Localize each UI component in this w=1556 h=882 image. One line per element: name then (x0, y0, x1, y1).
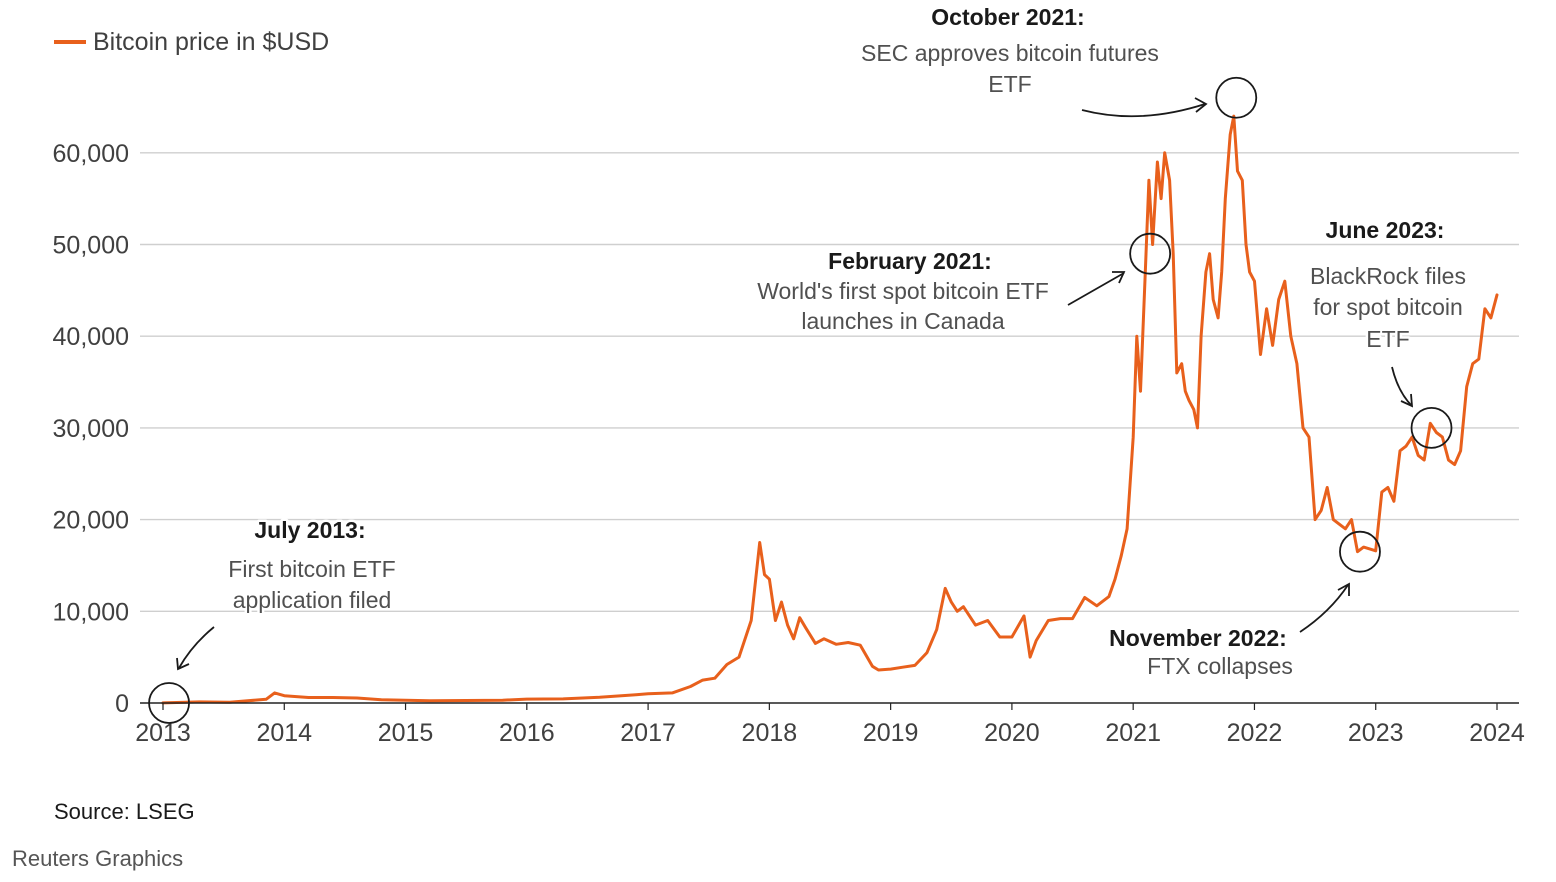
annotation-title: February 2021: (828, 248, 992, 274)
credit-note: Reuters Graphics (12, 846, 183, 871)
arrowhead-icon (1112, 271, 1126, 284)
series-layer (161, 114, 1499, 705)
y-axis-ticks: 0 10,000 20,000 30,000 40,000 50,000 60,000 (53, 140, 129, 718)
x-tick-label: 2013 (135, 719, 191, 747)
annotation-circle (1410, 406, 1453, 449)
annotation-arrow (1081, 103, 1206, 118)
x-axis-ticks: 2013 2014 2015 2016 2017 2018 2019 2020 2021 2022… (135, 703, 1525, 747)
series-line (161, 114, 1499, 705)
annotation-november-2022: November 2022: FTX collapses (1107, 582, 1350, 682)
legend: Bitcoin price in $USD (54, 28, 329, 56)
annotation-text-line: SEC approves bitcoin futures (861, 40, 1159, 66)
y-tick-label: 30,000 (53, 415, 129, 443)
x-tick-label: 2022 (1227, 719, 1283, 747)
annotation-arrow (1299, 584, 1349, 633)
annotation-title: November 2022: (1109, 625, 1287, 651)
annotation-text-line: First bitcoin ETF (228, 556, 395, 582)
annotation-june-2023: June 2023: BlackRock files for spot bitc… (1308, 217, 1468, 408)
annotation-circle (1129, 232, 1172, 275)
annotation-text-line: ETF (1366, 326, 1409, 352)
annotation-arrow (178, 626, 215, 669)
x-tick-label: 2020 (984, 719, 1040, 747)
annotation-text-line: FTX collapses (1147, 653, 1293, 679)
y-tick-label: 50,000 (53, 232, 129, 260)
annotation-text-line: World's first spot bitcoin ETF (757, 278, 1049, 304)
arrowhead-icon (176, 657, 190, 671)
annotation-title: July 2013: (254, 517, 365, 543)
legend-label: Bitcoin price in $USD (93, 28, 329, 56)
arrowhead-icon (1400, 393, 1414, 408)
annotation-arrow (1067, 272, 1125, 306)
annotation-october-2021: October 2021: SEC approves bitcoin futur… (861, 4, 1208, 118)
gridlines (140, 152, 1519, 612)
y-tick-label: 40,000 (53, 323, 129, 351)
annotation-text-line: BlackRock files (1310, 263, 1466, 289)
annotations: July 2013: First bitcoin ETF application… (148, 4, 1468, 724)
x-tick-label: 2021 (1105, 719, 1161, 747)
annotation-circle (1215, 76, 1258, 119)
annotation-text-line: application filed (233, 587, 392, 613)
x-tick-label: 2014 (256, 719, 312, 747)
x-tick-label: 2019 (863, 719, 919, 747)
annotation-title: October 2021: (931, 4, 1084, 30)
annotation-circle (1339, 530, 1381, 573)
y-tick-label: 0 (115, 690, 129, 718)
x-tick-label: 2024 (1469, 719, 1525, 747)
y-tick-label: 10,000 (53, 598, 129, 626)
annotation-circles (148, 76, 1453, 724)
annotation-july-2013: July 2013: First bitcoin ETF application… (176, 515, 398, 671)
annotation-arrow (1391, 366, 1413, 407)
x-tick-label: 2018 (742, 719, 798, 747)
annotation-text-line: for spot bitcoin (1313, 294, 1463, 320)
x-tick-label: 2016 (499, 719, 555, 747)
x-tick-label: 2023 (1348, 719, 1404, 747)
y-tick-label: 20,000 (53, 507, 129, 535)
x-tick-label: 2015 (378, 719, 434, 747)
annotation-text-line: ETF (988, 71, 1031, 97)
y-tick-label: 60,000 (53, 140, 129, 168)
x-tick-label: 2017 (620, 719, 676, 747)
annotation-text-line: launches in Canada (801, 308, 1005, 334)
annotation-title: June 2023: (1326, 217, 1445, 243)
arrowhead-icon (1337, 582, 1350, 596)
source-note: Source: LSEG (54, 799, 195, 824)
annotation-circle (148, 682, 190, 724)
annotation-february-2021: February 2021: World's first spot bitcoi… (755, 246, 1126, 337)
arrowhead-icon (1194, 97, 1208, 113)
